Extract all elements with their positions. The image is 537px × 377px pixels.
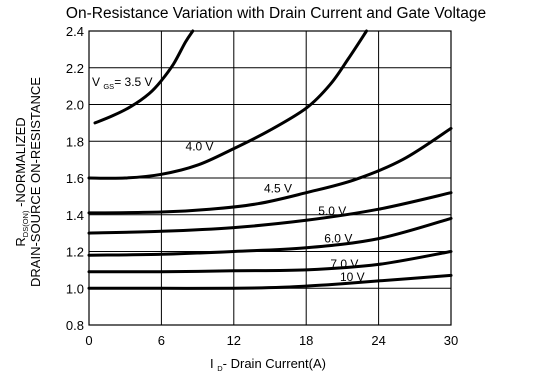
x-tick-label: 12: [227, 333, 241, 348]
x-tick-label: 30: [444, 333, 458, 348]
y-tick-label: 2.2: [66, 61, 84, 76]
series-label: 10 V: [340, 270, 365, 284]
series-label: 4.5 V: [264, 182, 292, 196]
series-label: 7.0 V: [330, 257, 358, 271]
y-tick-label: 1.8: [66, 134, 84, 149]
vgs-label: V GS= 3.5 V: [92, 75, 153, 91]
y-tick-label: 1.2: [66, 245, 84, 260]
y-axis-label-line2: DRAIN-SOURCE ON-RESISTANCE: [28, 77, 43, 287]
series-line-4-5v: [87, 126, 453, 215]
y-tick-label: 2.0: [66, 98, 84, 113]
series-curves: [87, 29, 453, 290]
x-tick-label: 6: [158, 333, 165, 348]
y-tick-label: 1.4: [66, 208, 84, 223]
series-line-5-0v: [87, 191, 453, 235]
y-tick-label: 1.0: [66, 281, 84, 296]
series-label: 4.0 V: [186, 139, 214, 153]
x-tick-label: 18: [299, 333, 313, 348]
y-axis-label-line1: RDS(ON) -NORMALIZED: [13, 117, 30, 246]
chart-title: On-Resistance Variation with Drain Curre…: [66, 5, 486, 22]
tick-labels: 0 6 12 18 24 30 0.8 1.0 1.2 1.4 1.6 1.8 2.0 2.2 2.4: [66, 24, 458, 348]
series-line-4-0v: [87, 29, 368, 180]
series-line-3-5v: [93, 29, 195, 125]
series-label: 5.0 V: [318, 204, 346, 218]
x-tick-label: 24: [371, 333, 385, 348]
series-line-7-0v: [87, 250, 453, 274]
y-tick-label: 0.8: [66, 318, 84, 333]
y-tick-label: 2.4: [66, 24, 84, 39]
annotations: V GS= 3.5 V 4.0 V 4.5 V 5.0 V 6.0 V 7.0 V10 V: [92, 75, 365, 284]
y-tick-label: 1.6: [66, 171, 84, 186]
y-axis-label: RDS(ON) -NORMALIZED DRAIN-SOURCE ON-RESI…: [13, 77, 43, 287]
series-line-10v: [87, 273, 453, 290]
x-axis-label: I D- Drain Current(A): [210, 356, 326, 373]
series-label: 6.0 V: [324, 231, 352, 245]
series-line-6-0v: [87, 216, 453, 257]
x-tick-label: 0: [85, 333, 92, 348]
